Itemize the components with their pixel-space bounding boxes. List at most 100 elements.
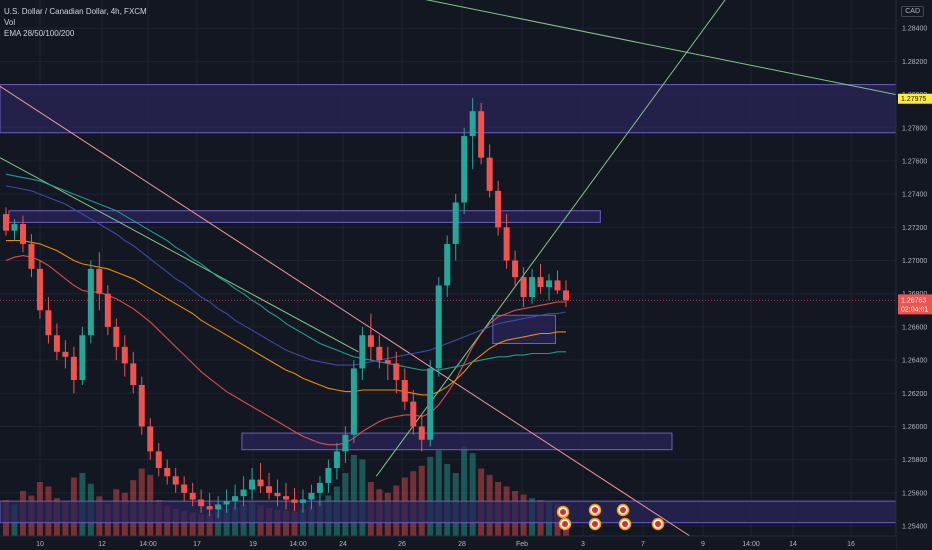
last-price-text: 1.26763 xyxy=(901,297,926,304)
candle-body xyxy=(53,335,60,352)
trend-line xyxy=(0,85,691,537)
candle-body xyxy=(189,492,196,500)
candle xyxy=(53,323,60,361)
y-tick-label: 1.26000 xyxy=(902,424,927,431)
event-flag-icon xyxy=(588,503,602,517)
candle-body xyxy=(444,243,451,286)
candle-body xyxy=(3,214,9,231)
y-tick-label: 1.25600 xyxy=(902,490,927,497)
candle-body xyxy=(266,486,273,493)
candle xyxy=(325,459,332,493)
event-flag-dot xyxy=(620,507,626,513)
volume-bar xyxy=(206,513,213,536)
candle-body xyxy=(325,467,332,483)
volume-bar xyxy=(189,512,196,536)
trend-line xyxy=(425,0,897,96)
candle-body xyxy=(206,506,213,510)
time-axis xyxy=(0,536,896,550)
volume-bar xyxy=(291,511,298,536)
x-tick-label: Feb xyxy=(516,541,528,548)
volume-bar xyxy=(435,450,442,536)
candle xyxy=(384,346,391,381)
candle xyxy=(503,214,510,269)
candle-body xyxy=(520,277,527,298)
symbol-title[interactable]: U.S. Dollar / Canadian Dollar, 4h, FXCM xyxy=(4,7,147,16)
price-axis xyxy=(896,0,932,550)
candle xyxy=(257,462,264,493)
candle-body xyxy=(172,476,179,485)
volume-bar xyxy=(181,510,188,536)
candle-body xyxy=(478,111,485,158)
candle xyxy=(155,443,162,477)
candle-body xyxy=(113,326,120,347)
volume-bar xyxy=(469,453,476,536)
event-flag-icon xyxy=(588,517,602,531)
event-flag-icon xyxy=(556,505,570,519)
event-flag-icon xyxy=(616,503,630,517)
candle-body xyxy=(367,335,374,347)
x-tick-label: 7 xyxy=(641,541,645,548)
volume-bar xyxy=(283,510,289,536)
ema-line xyxy=(5,185,567,366)
candle-body xyxy=(359,335,366,369)
candle xyxy=(11,219,18,241)
candle-body xyxy=(70,356,77,381)
candle xyxy=(359,326,366,381)
candle xyxy=(87,260,94,344)
candle xyxy=(444,235,451,298)
candle xyxy=(316,476,323,507)
currency-button[interactable]: CAD xyxy=(901,6,924,17)
candle-body xyxy=(130,363,137,385)
candle-body xyxy=(376,346,383,361)
candle xyxy=(240,476,247,507)
candle-body xyxy=(232,496,239,502)
candle xyxy=(232,484,239,510)
candle-body xyxy=(257,479,264,487)
ema-indicator-label[interactable]: EMA 28/50/100/200 xyxy=(4,29,75,38)
candle xyxy=(45,297,52,344)
trend-line xyxy=(375,0,726,477)
y-tick-label: 1.26400 xyxy=(902,358,927,365)
candle-body xyxy=(215,504,222,510)
x-tick-label: 17 xyxy=(193,541,201,548)
x-tick-label: 14:00 xyxy=(289,541,307,548)
volume-bar xyxy=(198,514,205,536)
candle xyxy=(189,482,196,507)
event-flag-icon xyxy=(558,517,572,531)
candle xyxy=(418,413,425,452)
candle-body xyxy=(164,467,171,477)
candle xyxy=(299,489,306,513)
candle xyxy=(367,313,374,361)
candle xyxy=(266,472,273,500)
candle-body xyxy=(410,401,417,427)
volume-bar xyxy=(461,446,468,536)
volume-bar xyxy=(215,511,222,536)
candle xyxy=(461,127,468,215)
candle-body xyxy=(283,496,289,500)
candle xyxy=(512,250,519,286)
last-price-tag xyxy=(898,294,932,315)
event-flag-dot xyxy=(622,521,628,527)
candle xyxy=(376,335,383,369)
chart-legend: U.S. Dollar / Canadian Dollar, 4h, FXCM … xyxy=(4,6,147,39)
candle-body xyxy=(138,384,145,427)
event-flag-dot xyxy=(592,521,598,527)
candle-body xyxy=(198,499,205,507)
candle-body xyxy=(350,368,357,435)
vol-indicator-label[interactable]: Vol xyxy=(4,18,16,27)
sr-zone xyxy=(0,500,897,524)
candle-body xyxy=(401,380,408,402)
y-tick-label: 1.27600 xyxy=(902,158,927,165)
candle-body xyxy=(469,111,476,137)
x-tick-label: 16 xyxy=(847,541,855,548)
y-tick-label: 1.27200 xyxy=(902,225,927,232)
event-flag-icon xyxy=(651,517,665,531)
candle xyxy=(469,97,476,170)
candle-body xyxy=(45,310,52,336)
candle-body xyxy=(418,426,425,440)
candle-body xyxy=(223,501,230,505)
candle-body xyxy=(384,360,391,364)
candle xyxy=(410,389,417,435)
candle-body xyxy=(291,499,298,503)
